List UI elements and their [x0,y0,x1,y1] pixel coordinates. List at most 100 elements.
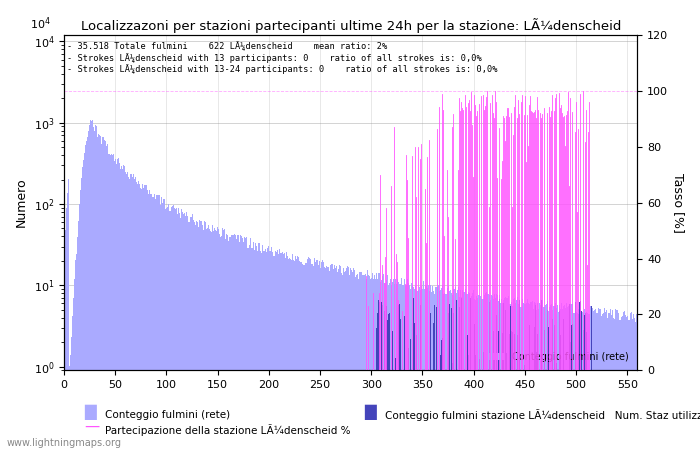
Bar [190,217,192,450]
Bar [457,290,458,450]
Bar [155,194,157,450]
Bar [92,120,93,450]
Bar [369,275,370,450]
Bar [415,287,416,450]
Bar [134,179,135,450]
Bar [104,141,106,450]
Bar [395,358,396,450]
Bar [368,275,369,450]
Bar [458,307,460,450]
Bar [294,261,295,450]
Bar [361,275,363,450]
Bar [442,338,444,450]
Bar [89,125,90,450]
Bar [281,252,283,450]
Bar [139,184,141,450]
Bar [597,313,598,450]
Bar [578,310,579,450]
Bar [259,243,260,450]
Bar [371,278,372,450]
Bar [473,291,474,450]
Bar [72,316,73,450]
Bar [552,319,553,450]
Bar [179,213,181,450]
Text: Partecipazione della stazione LÃ¼denscheid %: Partecipazione della stazione LÃ¼densche… [105,424,351,436]
Bar [194,222,195,450]
Bar [403,279,405,450]
Bar [223,230,224,450]
Bar [552,310,553,450]
Bar [414,323,415,450]
Bar [440,355,442,450]
Bar [289,258,290,450]
Bar [386,280,387,450]
Bar [427,288,428,450]
Bar [624,315,626,450]
Bar [389,283,390,450]
Bar [68,179,69,450]
Bar [455,287,456,450]
Bar [453,313,454,450]
Bar [626,317,627,450]
Bar [550,305,551,450]
Bar [524,364,526,450]
Bar [564,305,566,450]
Bar [183,214,184,450]
Bar [478,295,480,450]
Bar [486,292,487,450]
Bar [197,227,199,450]
Bar [99,135,100,450]
Bar [434,305,435,450]
Bar [385,284,386,450]
Bar [398,282,400,450]
Bar [94,131,95,450]
Bar [636,314,637,450]
Bar [440,290,442,450]
Bar [414,289,415,450]
Bar [380,282,381,450]
Bar [551,304,552,450]
Bar [199,220,201,450]
Bar [542,307,544,450]
Bar [78,221,79,450]
Bar [476,296,477,450]
Bar [226,234,228,450]
Bar [232,235,234,450]
Bar [354,270,356,450]
Bar [612,310,613,450]
Bar [193,220,194,450]
Bar [508,296,509,450]
Bar [122,169,123,450]
Bar [80,190,81,450]
Bar [613,318,615,450]
Bar [387,320,388,450]
Bar [431,292,432,450]
Bar [246,237,247,450]
Bar [424,289,425,450]
Bar [279,253,281,450]
Bar [407,283,409,450]
Bar [560,335,561,450]
Bar [382,305,383,450]
Bar [352,271,354,450]
Bar [582,330,584,450]
Bar [142,184,144,450]
Bar [464,292,465,450]
Bar [116,164,117,450]
Bar [540,300,542,450]
Bar [356,274,358,450]
Bar [376,273,377,450]
Text: █: █ [84,405,96,420]
Bar [347,266,348,450]
Bar [454,289,455,450]
Bar [428,285,429,450]
Bar [496,294,497,450]
Bar [503,300,504,450]
Bar [84,153,85,450]
Bar [391,285,392,450]
Bar [503,303,504,450]
Bar [591,312,592,450]
Bar [188,222,190,450]
Bar [163,199,164,450]
Bar [535,302,536,450]
